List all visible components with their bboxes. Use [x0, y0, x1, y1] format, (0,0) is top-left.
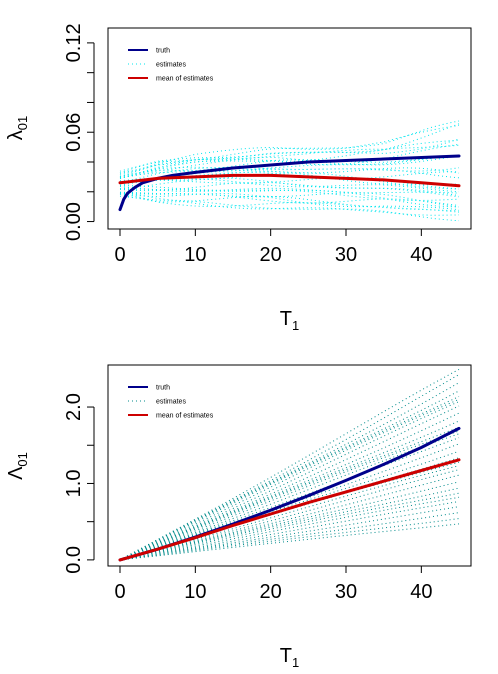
series-line-truth [118, 154, 461, 212]
estimate-line [119, 430, 460, 561]
estimates-group [119, 120, 460, 222]
estimate-line [119, 465, 460, 561]
x-axis-title-sub: 1 [292, 318, 299, 333]
y-tick-label: 0.0 [63, 546, 85, 574]
estimate-line [119, 398, 460, 561]
estimate-line [119, 496, 460, 561]
x-tick-label: 20 [260, 581, 282, 603]
legend-label: truth [156, 48, 170, 55]
estimate-line [119, 433, 460, 561]
estimate-line [119, 177, 460, 190]
estimate-line [120, 185, 460, 201]
estimate-line [119, 124, 460, 176]
legend-label: mean of estimates [156, 76, 214, 83]
estimate-line [119, 481, 460, 561]
estimate-line [119, 426, 460, 561]
x-tick-label: 30 [335, 244, 357, 266]
estimate-line [119, 192, 460, 212]
plot-frame [107, 364, 472, 567]
estimate-line [119, 166, 460, 184]
estimate-line [119, 186, 460, 194]
x-axis-title-base: T [280, 308, 292, 330]
estimate-line [119, 155, 460, 179]
x-axis-title-base: T [280, 645, 292, 667]
estimate-line [119, 193, 460, 211]
series-line-mean-of-estimates [118, 458, 461, 562]
legend-label: estimates [156, 62, 186, 69]
x-tick-label: 20 [260, 244, 282, 266]
estimate-line [119, 181, 460, 197]
estimate-line [119, 144, 460, 178]
y-tick-label: 2.0 [63, 393, 85, 421]
estimate-line [119, 177, 460, 198]
estimate-line [119, 469, 460, 561]
estimate-line [119, 501, 460, 561]
estimate-line [119, 412, 460, 561]
estimate-line [119, 143, 460, 179]
series-line-mean-of-estimates [118, 173, 461, 188]
y-axis-title-sub: 01 [15, 116, 30, 130]
estimate-line [119, 401, 460, 561]
panel-lambda: 0 10 20 30 400.000.060.12λ01T1truthestimates… [5, 23, 472, 333]
y-tick-label: 0.12 [63, 23, 85, 62]
estimate-line [119, 420, 460, 561]
estimate-line [119, 523, 460, 561]
x-axis-title: T1 [280, 308, 299, 333]
y-axis-title: Λ01 [5, 452, 30, 480]
estimate-line [119, 368, 460, 561]
legend: truth estimates mean of estimates [128, 48, 214, 83]
x-axis-title: T1 [280, 645, 299, 670]
estimate-line [119, 382, 460, 561]
x-tick-label: 10 [184, 581, 206, 603]
estimate-line [119, 506, 460, 561]
estimate-line [119, 450, 460, 561]
estimate-line [119, 195, 460, 222]
estimate-line [119, 191, 460, 208]
estimate-line [119, 138, 460, 174]
estimates-group [119, 368, 460, 561]
legend-label: estimates [156, 399, 186, 406]
y-tick-label: 1.0 [63, 470, 85, 498]
y-tick-label: 0.06 [63, 113, 85, 152]
x-tick-label: 30 [335, 581, 357, 603]
y-axis-title-base: λ [5, 130, 27, 140]
x-axis-title-sub: 1 [292, 655, 299, 670]
estimate-line [119, 437, 460, 561]
x-tick-label: 10 [184, 244, 206, 266]
x-tick-label: 0 [114, 581, 125, 603]
estimate-line [119, 405, 460, 561]
y-axis-title-sub: 01 [15, 452, 30, 466]
x-tick-label: 0 [114, 244, 125, 266]
panel-cumulative-lambda: 0 10 20 30 400.01.02.0Λ01T1truthestimatesmea… [5, 364, 472, 670]
y-axis-title: λ01 [5, 116, 30, 140]
estimate-line [119, 518, 460, 561]
plot-frame [107, 27, 472, 230]
estimate-line [119, 172, 460, 190]
legend-label: mean of estimates [156, 413, 214, 420]
estimate-line [119, 156, 460, 178]
estimate-line [119, 123, 460, 172]
y-tick-label: 0.00 [63, 202, 85, 241]
x-tick-label: 40 [410, 581, 432, 603]
y-axis-title-base: Λ [5, 466, 27, 480]
estimate-line [119, 492, 460, 561]
estimate-line [119, 193, 460, 213]
estimate-line [119, 487, 460, 561]
x-tick-label: 40 [410, 244, 432, 266]
legend: truth estimates mean of estimates [128, 385, 214, 420]
series-line-truth [118, 426, 461, 562]
legend-label: truth [156, 385, 170, 392]
